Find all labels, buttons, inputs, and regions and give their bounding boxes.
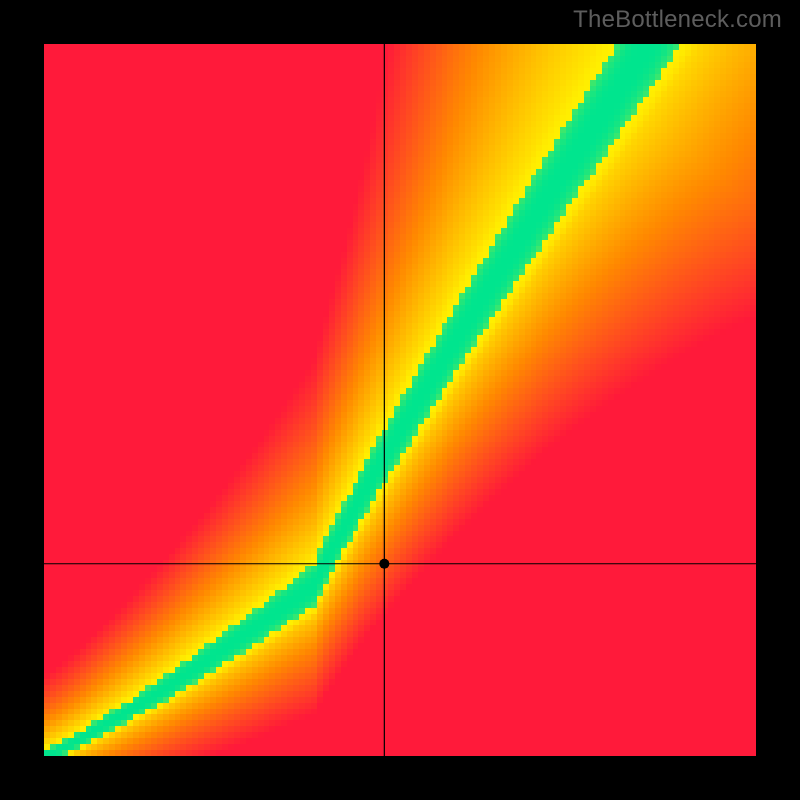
heatmap-canvas	[44, 44, 756, 756]
watermark-text: TheBottleneck.com	[573, 6, 782, 34]
chart-container: TheBottleneck.com	[0, 0, 800, 800]
heatmap-plot	[44, 44, 756, 756]
